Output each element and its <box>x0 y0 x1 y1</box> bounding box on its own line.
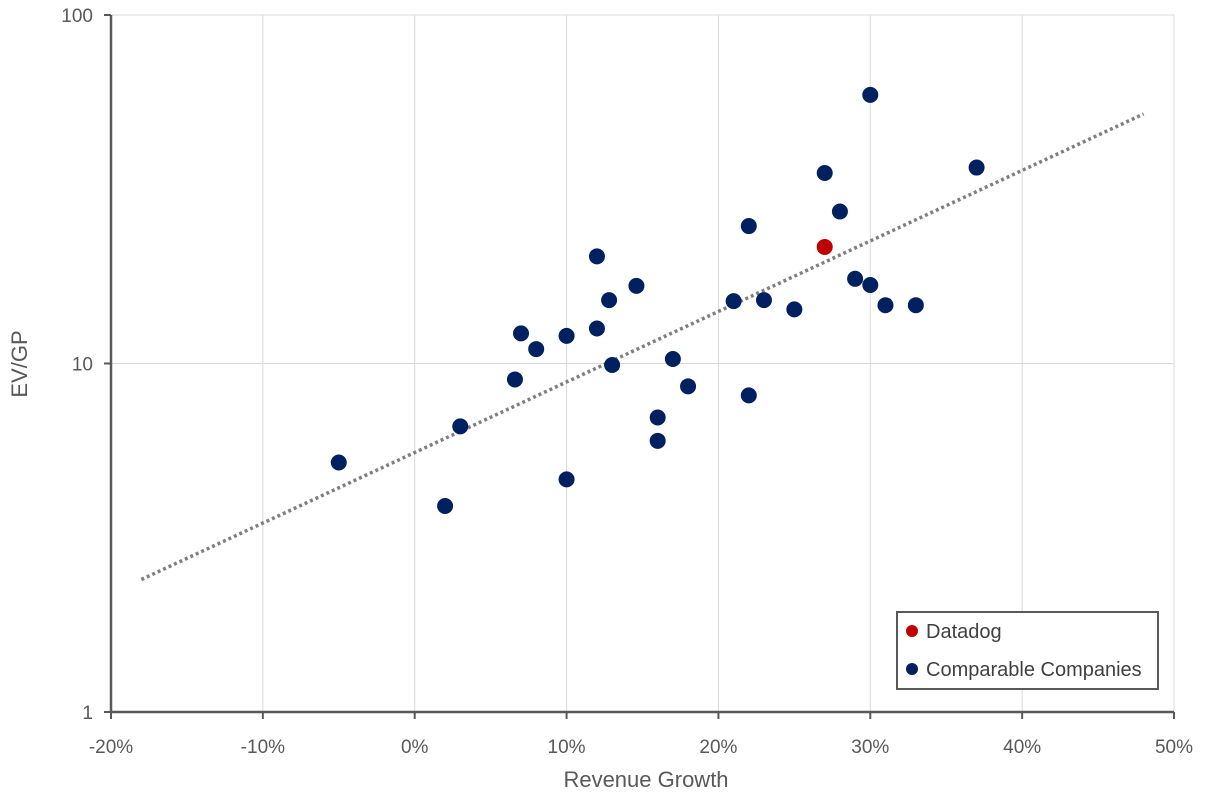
point-comparable-companies <box>649 432 666 449</box>
point-comparable-companies <box>588 248 605 265</box>
point-comparable-companies <box>558 327 575 344</box>
point-comparable-companies <box>588 320 605 337</box>
x-tick-label: -10% <box>241 737 285 758</box>
point-comparable-companies <box>330 454 347 471</box>
legend-label-datadog: Datadog <box>926 621 1002 643</box>
point-comparable-companies <box>968 159 985 176</box>
gridlines <box>111 14 1175 712</box>
point-comparable-companies <box>862 86 879 103</box>
x-tick-label: 50% <box>1155 737 1193 758</box>
y-tick-label: 1 <box>82 703 93 724</box>
legend-marker-datadog <box>906 625 918 637</box>
tick-labels: -20% -10% 0% 10% 20% 30% 40% 50% 1 10 100 <box>61 6 1193 758</box>
legend-box <box>896 611 1159 690</box>
point-comparable-companies <box>816 165 833 182</box>
legend-label-comparable-companies: Comparable Companies <box>926 659 1142 681</box>
y-tick-label: 100 <box>61 6 93 27</box>
point-comparable-companies <box>437 498 454 515</box>
point-comparable-companies <box>786 301 803 318</box>
y-tick-label: 10 <box>72 355 93 376</box>
legend-marker-comparable-companies <box>906 663 918 675</box>
point-comparable-companies <box>558 471 575 488</box>
point-comparable-companies <box>831 203 848 220</box>
legend: Datadog Comparable Companies <box>896 611 1159 690</box>
x-tick-label: 10% <box>548 737 586 758</box>
point-comparable-companies <box>506 371 523 388</box>
x-tick-label: 30% <box>851 737 889 758</box>
point-comparable-companies <box>664 351 681 368</box>
point-comparable-companies <box>452 418 469 435</box>
point-comparable-companies <box>877 297 894 314</box>
point-comparable-companies <box>725 293 742 310</box>
point-comparable-companies <box>847 270 864 287</box>
axes <box>104 14 1175 719</box>
trendline-layer <box>140 112 1145 582</box>
point-comparable-companies <box>740 387 757 404</box>
point-comparable-companies <box>740 218 757 235</box>
x-tick-label: -20% <box>89 737 133 758</box>
data-points <box>330 86 985 515</box>
point-comparable-companies <box>907 297 924 314</box>
point-datadog <box>816 238 833 255</box>
point-comparable-companies <box>604 357 621 374</box>
x-tick-label: 20% <box>699 737 737 758</box>
point-comparable-companies <box>628 277 645 294</box>
x-tick-label: 0% <box>401 737 429 758</box>
x-tick-label: 40% <box>1003 737 1041 758</box>
point-comparable-companies <box>528 341 545 358</box>
y-axis-title: EV/GP <box>7 330 32 397</box>
point-comparable-companies <box>601 292 618 309</box>
point-comparable-companies <box>649 409 666 426</box>
point-comparable-companies <box>862 276 879 293</box>
point-comparable-companies <box>755 292 772 309</box>
point-comparable-companies <box>680 378 697 395</box>
x-axis-title: Revenue Growth <box>563 767 728 792</box>
point-comparable-companies <box>513 325 530 342</box>
trendline <box>140 112 1145 582</box>
